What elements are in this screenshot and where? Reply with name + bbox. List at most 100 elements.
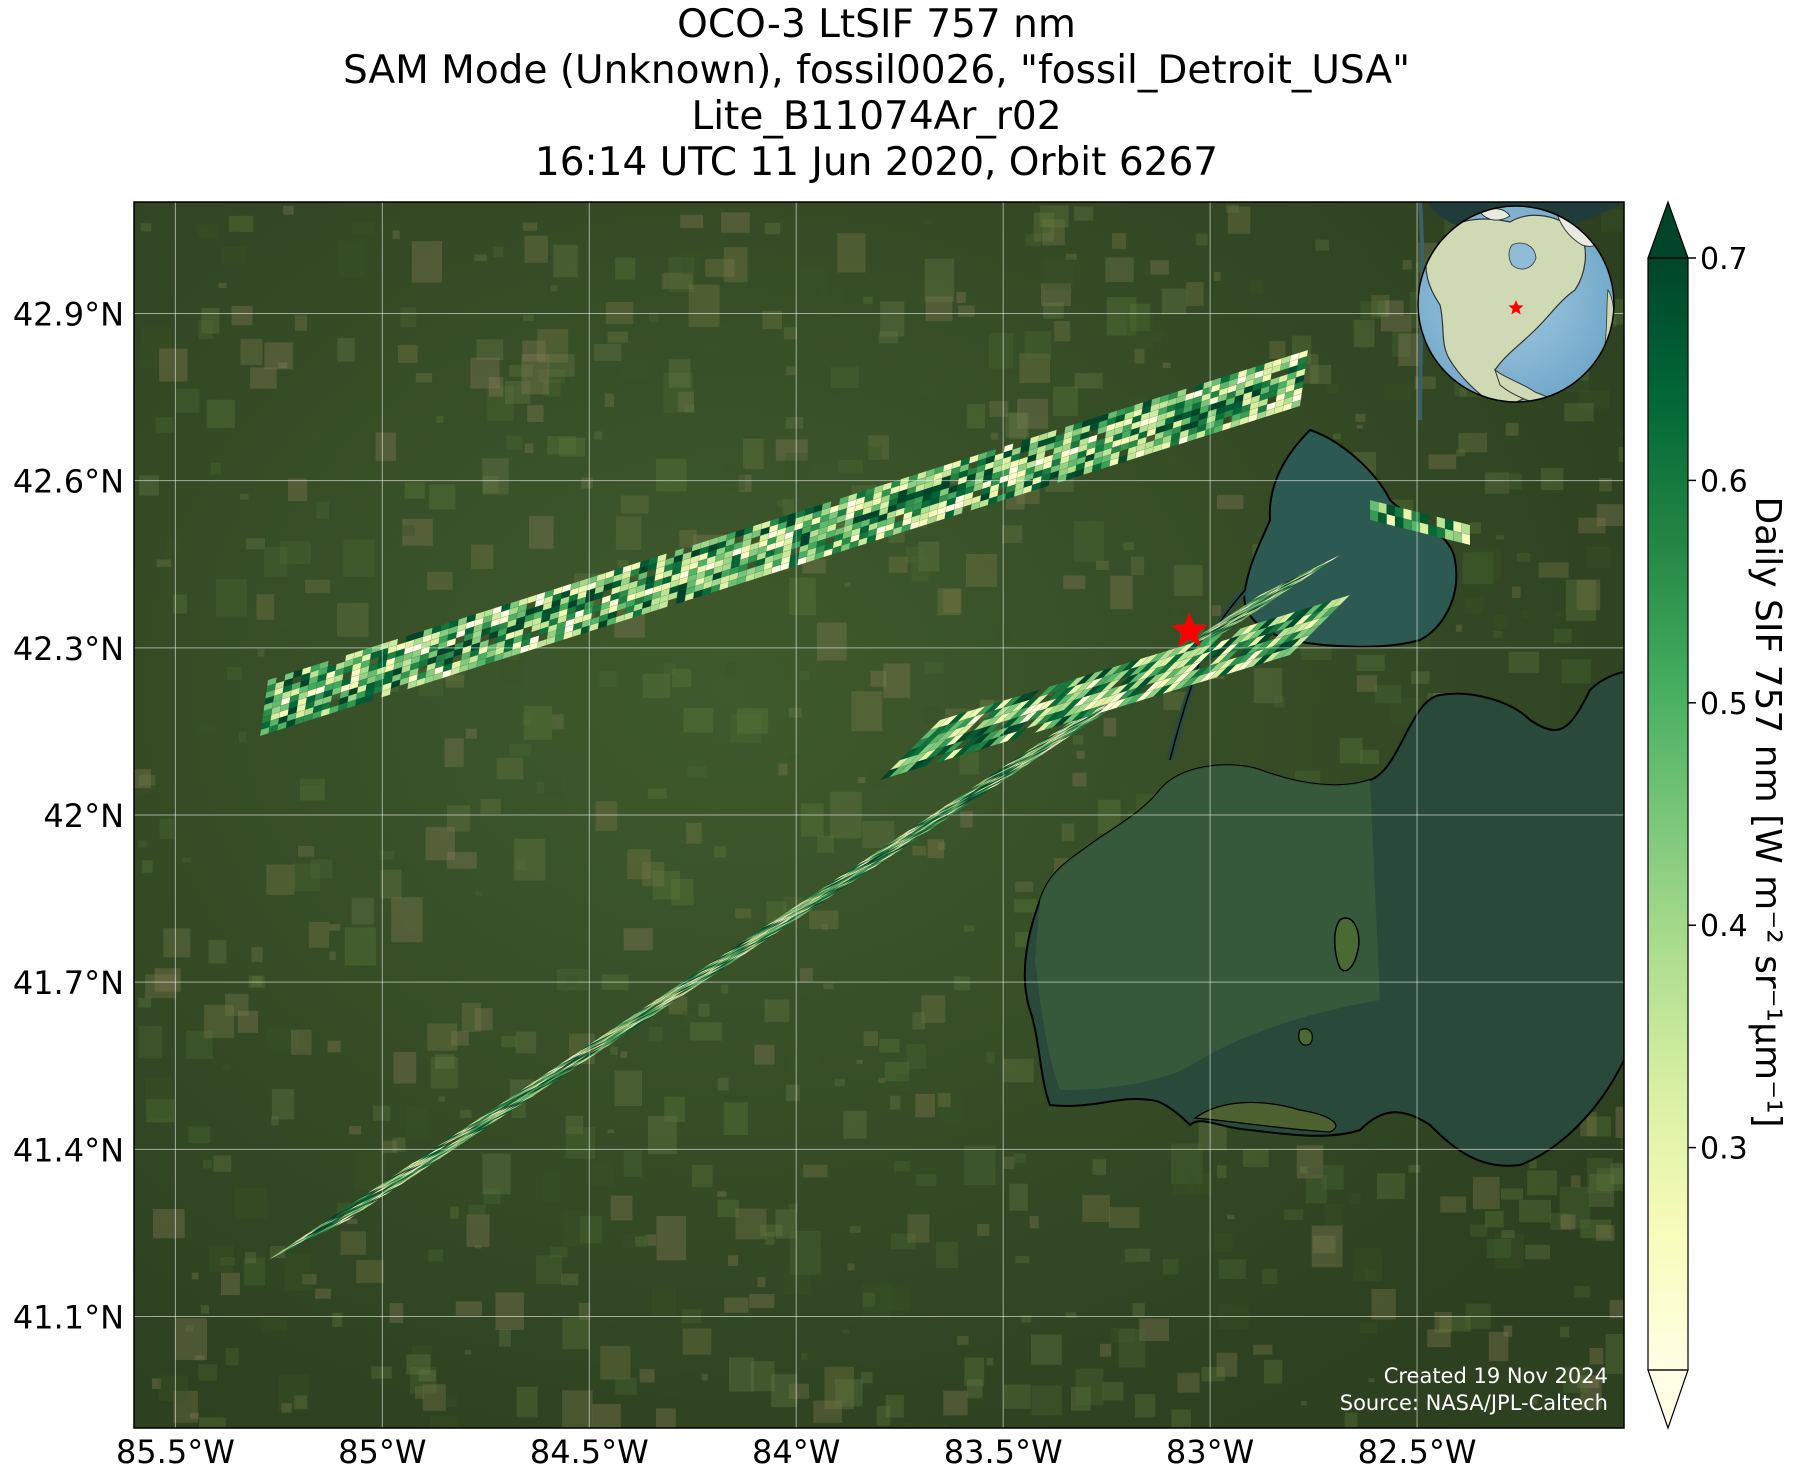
land-texture-patch (1398, 333, 1421, 367)
land-texture-patch (800, 803, 824, 837)
land-texture-patch (1294, 770, 1321, 785)
land-texture-patch (903, 1422, 913, 1428)
land-texture-patch (393, 1052, 417, 1084)
latitude-tick-label: 42.3°N (13, 630, 124, 668)
land-texture-patch (869, 769, 886, 789)
land-texture-patch (238, 731, 247, 743)
land-texture-patch (1083, 654, 1106, 669)
land-texture-patch (1580, 1378, 1602, 1409)
land-texture-patch (455, 1301, 483, 1316)
land-texture-patch (250, 367, 277, 389)
land-texture-patch (516, 1386, 538, 1418)
land-texture-patch (470, 357, 500, 389)
land-texture-patch (723, 247, 748, 283)
land-texture-patch (1359, 1322, 1378, 1334)
land-texture-patch (1371, 294, 1390, 317)
land-texture-patch (788, 1203, 799, 1214)
land-texture-patch (1171, 606, 1181, 619)
land-texture-patch (593, 343, 622, 362)
land-texture-patch (1009, 1183, 1028, 1211)
land-texture-patch (786, 1084, 800, 1102)
land-texture-patch (1586, 1116, 1611, 1137)
land-texture-patch (134, 769, 152, 789)
land-texture-patch (591, 1162, 614, 1187)
land-texture-patch (727, 1255, 739, 1266)
land-texture-patch (594, 431, 603, 440)
land-texture-patch (1576, 579, 1601, 611)
land-texture-patch (1305, 1174, 1327, 1204)
land-texture-patch (924, 661, 944, 674)
land-texture-patch (1600, 209, 1624, 232)
land-texture-patch (683, 707, 714, 733)
land-texture-patch (1484, 472, 1510, 494)
latitude-tick-labels: 42.9°N 42.6°N 42.3°N 42°N 41.7°N 41.4°N 41.1°N (13, 295, 124, 1336)
land-texture-patch (1586, 546, 1611, 568)
land-texture-patch (336, 1202, 353, 1215)
land-texture-patch (896, 1073, 911, 1092)
sif-footprint (1403, 518, 1412, 531)
land-texture-patch (1496, 535, 1505, 540)
land-texture-patch (1227, 206, 1251, 234)
land-texture-patch (861, 1371, 873, 1384)
sif-footprint (426, 1144, 448, 1157)
land-texture-patch (151, 1378, 162, 1389)
land-texture-patch (687, 766, 707, 778)
land-texture-patch (1263, 1359, 1283, 1384)
land-texture-patch (547, 436, 577, 455)
land-texture-patch (154, 968, 181, 992)
land-texture-patch (799, 671, 810, 681)
land-texture-patch (340, 1231, 367, 1255)
land-texture-patch (430, 1056, 459, 1089)
land-texture-patch (560, 1273, 579, 1286)
created-date-text: Created 19 Nov 2024 (1384, 1364, 1608, 1388)
land-texture-patch (1322, 1165, 1344, 1190)
land-texture-patch (389, 1303, 404, 1323)
map-area[interactable] (134, 202, 1642, 1467)
land-texture-patch (1554, 628, 1572, 644)
land-texture-patch (784, 452, 810, 483)
land-texture-patch (1459, 387, 1467, 397)
longitude-tick-label: 84°W (752, 1433, 840, 1471)
land-texture-patch (682, 1328, 712, 1355)
land-texture-patch (959, 752, 979, 775)
land-texture-patch (764, 222, 781, 235)
land-texture-patch (1560, 1214, 1576, 1230)
land-texture-patch (430, 1415, 459, 1428)
land-texture-patch (136, 783, 156, 794)
land-texture-patch (1512, 586, 1521, 599)
land-texture-patch (538, 369, 565, 383)
land-texture-patch (717, 1191, 727, 1197)
land-texture-patch (1360, 301, 1387, 319)
land-texture-patch (1414, 376, 1436, 390)
sif-footprint (1378, 511, 1387, 525)
land-texture-patch (245, 538, 266, 550)
land-texture-patch (344, 927, 376, 966)
land-texture-patch (937, 588, 961, 616)
source-credit-text: Source: NASA/JPL-Caltech (1340, 1391, 1608, 1415)
land-texture-patch (1356, 675, 1378, 692)
land-texture-patch (191, 1272, 199, 1280)
land-texture-patch (1072, 735, 1084, 745)
land-texture-patch (1042, 219, 1065, 246)
land-texture-patch (199, 1417, 226, 1428)
land-texture-patch (595, 801, 618, 831)
land-texture-patch (1214, 1233, 1233, 1253)
land-texture-patch (1177, 1372, 1200, 1393)
land-texture-patch (400, 307, 417, 328)
sif-footprint (953, 506, 964, 517)
land-texture-patch (520, 745, 528, 756)
land-texture-patch (713, 846, 726, 858)
land-texture-patch (1097, 799, 1121, 834)
land-texture-patch (912, 1012, 925, 1030)
land-texture-patch (1374, 685, 1401, 704)
sif-footprints (259, 349, 1471, 1261)
latitude-tick-label: 42.9°N (13, 295, 124, 333)
land-texture-patch (1119, 785, 1129, 794)
land-texture-patch (623, 928, 653, 951)
land-texture-patch (1003, 1058, 1034, 1083)
land-texture-patch (476, 339, 504, 360)
land-texture-patch (924, 258, 955, 302)
sif-footprint (899, 836, 921, 849)
land-texture-patch (847, 1263, 855, 1271)
